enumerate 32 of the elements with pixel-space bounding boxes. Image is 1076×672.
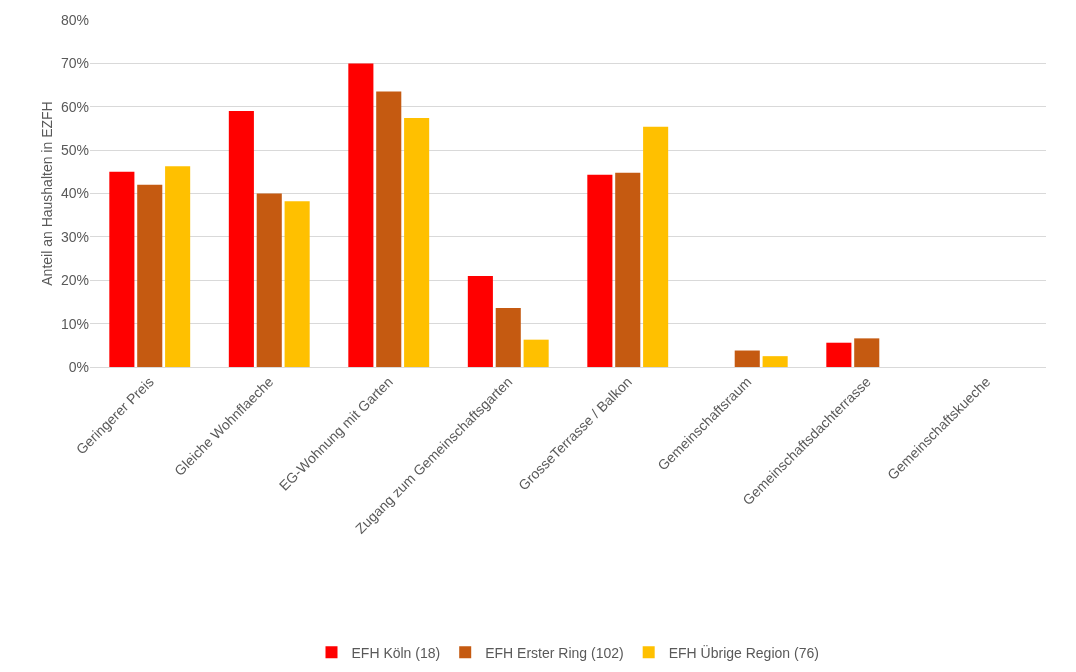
bar: [404, 118, 430, 367]
y-tick-label: 0%: [68, 358, 89, 375]
bar: [284, 201, 310, 367]
bar: [228, 111, 254, 367]
y-tick-label: 10%: [60, 315, 89, 332]
y-tick-label: 80%: [60, 11, 89, 28]
bar: [826, 342, 852, 367]
bar: [165, 166, 191, 367]
bar: [137, 184, 163, 367]
bar: [348, 63, 374, 367]
legend-label: EFH Köln (18): [351, 644, 441, 661]
y-tick-label: 20%: [60, 272, 89, 289]
bar: [643, 126, 669, 367]
legend-label: EFH Übrige Region (76): [668, 643, 819, 661]
y-tick-label: 30%: [60, 228, 89, 245]
y-tick-label: 60%: [60, 98, 89, 115]
bar: [587, 174, 613, 367]
bar: [256, 193, 282, 367]
bar: [523, 339, 549, 367]
bar: [467, 275, 493, 367]
legend-label: EFH Erster Ring (102): [485, 644, 624, 661]
y-axis-title: Anteil an Haushalten in EZFH: [39, 101, 55, 286]
bar: [495, 308, 521, 367]
bar: [376, 91, 402, 367]
bar: [109, 171, 135, 367]
bar: [762, 356, 788, 367]
bar: [734, 350, 760, 367]
bar: [854, 338, 880, 367]
y-tick-label: 70%: [60, 55, 89, 72]
bar: [615, 172, 641, 367]
y-tick-label: 40%: [60, 185, 89, 202]
y-tick-label: 50%: [60, 142, 89, 159]
